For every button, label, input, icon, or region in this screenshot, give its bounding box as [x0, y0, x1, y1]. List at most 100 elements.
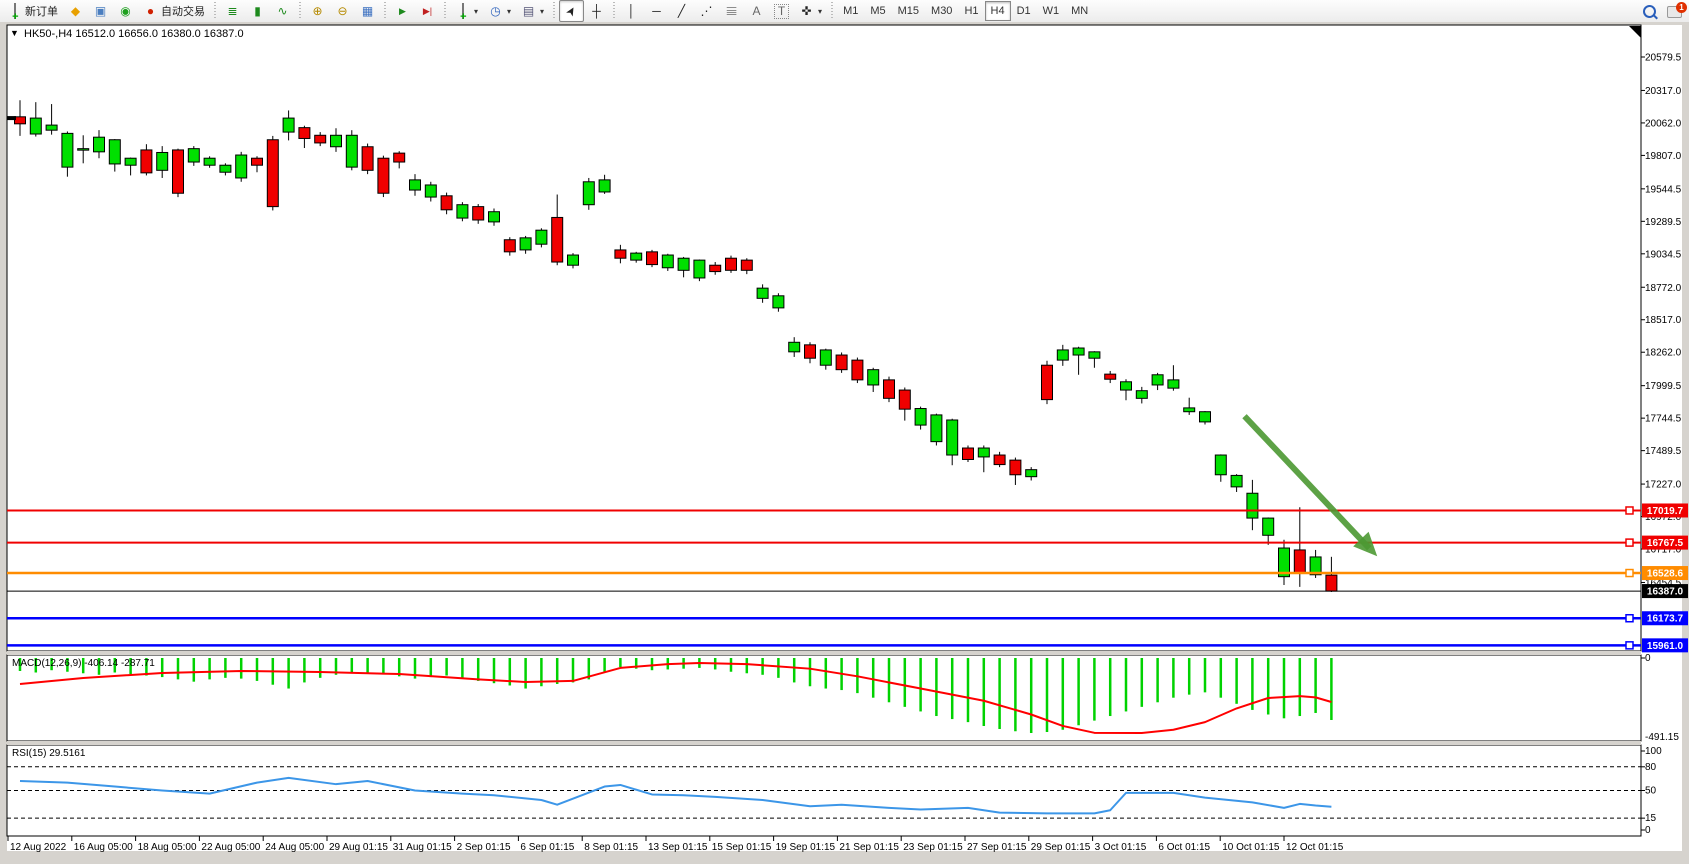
candle [535, 228, 548, 248]
price-panel[interactable] [6, 24, 1642, 652]
candle [725, 255, 737, 273]
new-order-button[interactable]: + 新订单 [2, 0, 63, 22]
time-label: 15 Sep 01:15 [712, 842, 772, 853]
candle [1009, 457, 1022, 485]
toolbar-separator [613, 2, 616, 20]
candle-body [282, 117, 295, 133]
chart-shift-button[interactable]: ▶ [390, 0, 415, 22]
horizontal-line-object[interactable]: 17019.7 [7, 503, 1688, 518]
candle [1041, 360, 1053, 405]
timeframe-D1[interactable]: D1 [1016, 5, 1031, 17]
vertical-line-tool[interactable]: │ [619, 0, 644, 22]
crosshair-icon: ┼ [592, 3, 601, 18]
candle-body [1309, 556, 1322, 576]
timeframe-M1[interactable]: M1 [843, 5, 859, 17]
market-watch-button[interactable]: ▣ [88, 0, 113, 22]
timeframe-H4[interactable]: H4 [984, 1, 1011, 21]
horizontal-line-object[interactable]: 16528.6 [7, 566, 1688, 581]
candle-body [472, 206, 485, 221]
time-axis[interactable]: 12 Aug 2022 16 Aug 05:00 18 Aug 05:00 22 Au… [7, 836, 1344, 853]
line-handle[interactable] [1625, 538, 1634, 547]
horizontal-line-object[interactable]: 16387.0 [7, 584, 1688, 599]
macd-panel[interactable] [6, 654, 1642, 742]
candle-body [77, 148, 90, 151]
candle-body [1104, 373, 1117, 380]
candle-body [29, 117, 42, 135]
candle-chart-button[interactable]: ▮ [245, 0, 270, 22]
candle [946, 418, 959, 466]
candle-body [962, 447, 974, 460]
candle [898, 387, 911, 421]
auto-scroll-button[interactable]: ▶| [415, 0, 440, 22]
auto-trading-button[interactable]: ● 自动交易 [138, 0, 210, 22]
line-chart-button[interactable]: ∿ [270, 0, 295, 22]
line-handle[interactable] [1625, 613, 1634, 623]
styler-button[interactable]: ◆ [63, 0, 88, 22]
text-tool[interactable]: A [744, 0, 769, 22]
notifications-button[interactable]: 1 [1662, 0, 1687, 22]
timeframe-M15[interactable]: M15 [897, 5, 920, 17]
candle-body [124, 157, 137, 166]
chat-bubble-icon: 1 [1667, 2, 1687, 18]
text-label-tool[interactable]: T [769, 0, 794, 22]
add-indicator-icon: + [455, 2, 470, 22]
template-button[interactable]: ▤ ▾ [516, 0, 549, 22]
price-badge-label: 15961.0 [1647, 641, 1684, 652]
fibonacci-tool[interactable]: 𝄙 [719, 0, 744, 22]
time-label: 12 Aug 2022 [10, 842, 67, 853]
tile-windows-button[interactable]: ▦ [355, 0, 380, 22]
panel-separator[interactable] [7, 741, 1641, 745]
candle-body [251, 157, 263, 166]
candle [503, 237, 516, 256]
time-label: 22 Aug 05:00 [201, 842, 260, 853]
trendline-tool[interactable]: ╱ [669, 0, 694, 22]
add-indicator-button[interactable]: + ▾ [450, 0, 483, 22]
search-button[interactable] [1637, 0, 1662, 22]
timeframe-H1[interactable]: H1 [964, 5, 979, 17]
chart-dropdown-icon[interactable]: ▼ [10, 28, 19, 38]
chart-canvas[interactable]: 20579.5 20317.0 20062.0 19807.0 19544.5 19289… [0, 22, 1689, 859]
panel-separator[interactable] [7, 651, 1641, 655]
chart-window[interactable]: 20579.5 20317.0 20062.0 19807.0 19544.5 19289… [0, 22, 1689, 864]
arrow-object[interactable] [1242, 414, 1378, 557]
rsi-tick-label: 80 [1645, 762, 1657, 773]
candle-body [361, 146, 374, 171]
crosshair-tool-button[interactable]: ┼ [584, 0, 609, 22]
signals-button[interactable]: ◉ [113, 0, 138, 22]
price-axis[interactable]: 20579.5 20317.0 20062.0 19807.0 19544.5 19289… [1641, 53, 1682, 589]
text-icon: A [752, 3, 761, 18]
candle [1199, 411, 1211, 425]
timeframe-M5[interactable]: M5 [870, 5, 886, 17]
zoom-out-button[interactable]: ⊖ [330, 0, 355, 22]
candle-body [709, 264, 722, 273]
period-button[interactable]: ◷ ▾ [483, 0, 516, 22]
rsi-tick-label: 15 [1645, 813, 1657, 824]
timeframe-group: M1 M5 M15 M30 H1 H4 D1 W1 MN [835, 0, 1096, 22]
zoom-in-button[interactable]: ⊕ [305, 0, 330, 22]
arrows-tool[interactable]: ✜ ▾ [794, 0, 827, 22]
time-label: 18 Aug 05:00 [138, 842, 197, 853]
timeframe-MN[interactable]: MN [1071, 5, 1089, 17]
channel-tool[interactable]: ⋰ [694, 0, 719, 22]
cursor-tool-button[interactable]: ➤ [559, 0, 585, 22]
line-handle[interactable] [1625, 568, 1634, 578]
candle-body [1325, 574, 1338, 592]
candle [1183, 397, 1196, 415]
candle-body [503, 239, 516, 253]
bars-chart-button[interactable]: ≣ [220, 0, 245, 22]
time-label: 3 Oct 01:15 [1095, 842, 1147, 853]
horizontal-line-object[interactable]: 15961.0 [7, 638, 1688, 653]
timeframe-W1[interactable]: W1 [1042, 5, 1060, 17]
arrow-shaft[interactable] [1242, 414, 1372, 551]
line-handle[interactable] [1625, 506, 1634, 515]
line-handle[interactable] [1625, 641, 1634, 650]
timeframe-M30[interactable]: M30 [931, 5, 953, 17]
candle-body [314, 134, 327, 144]
candle [930, 413, 943, 446]
candle-body [219, 164, 232, 173]
horizontal-line-object[interactable]: 16173.7 [7, 611, 1688, 626]
price-tick-label: 19544.5 [1645, 184, 1682, 195]
candle [661, 253, 674, 271]
horizontal-line-tool[interactable]: ─ [644, 0, 669, 22]
candle [314, 132, 327, 147]
